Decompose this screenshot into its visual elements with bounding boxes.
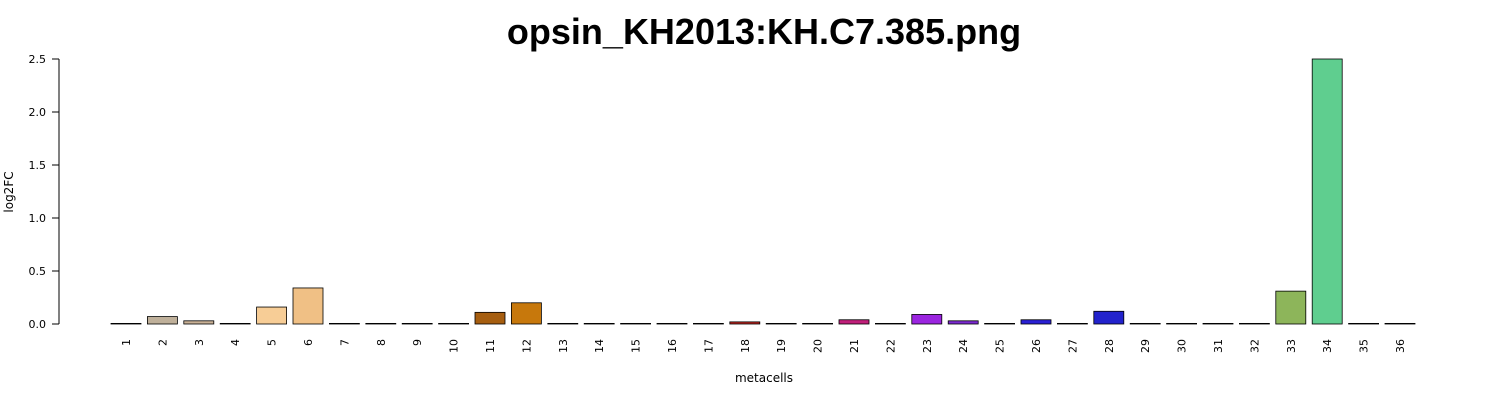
y-axis: 0.0 0.5 1.0 1.5 2.0 2.5: [29, 53, 60, 331]
bar-metacell-18: [729, 321, 761, 325]
bar-metacell-4: [219, 322, 251, 325]
y-tick-label: 1.5: [29, 159, 47, 172]
bar-metacell-10: [438, 322, 470, 325]
y-tick-label: 2.0: [29, 106, 47, 119]
bar-metacell-16: [656, 322, 688, 325]
x-tick-label: 28: [1103, 339, 1116, 353]
x-tick-label: 5: [266, 339, 279, 346]
x-tick-label: 14: [593, 339, 606, 353]
bar-metacell-17: [693, 322, 724, 325]
x-tick-label: 1: [120, 339, 133, 346]
bar-metacell-34: [1311, 58, 1343, 325]
x-tick-label: 36: [1394, 339, 1407, 353]
bar-metacell-11: [474, 311, 506, 325]
bar-metacell-7: [328, 322, 360, 325]
y-tick-label: 1.0: [29, 212, 47, 225]
bar-metacell-35: [1348, 322, 1379, 325]
x-tick-label: 18: [739, 339, 752, 353]
x-tick-label: 30: [1176, 339, 1189, 353]
y-tick-label: 0.5: [29, 265, 47, 278]
x-tick-label: 7: [338, 339, 351, 346]
bar-metacell-27: [1057, 322, 1088, 325]
bar-metacell-1: [110, 322, 142, 325]
bar-metacell-30: [1166, 322, 1197, 325]
x-tick-label: 33: [1285, 339, 1298, 353]
x-axis-label: metacells: [735, 371, 793, 385]
x-tick-label: 3: [193, 339, 206, 346]
bar-metacell-2: [146, 316, 178, 325]
bar-metacell-23: [911, 314, 943, 325]
bar-metacell-33: [1275, 290, 1307, 325]
bar-metacell-19: [765, 322, 797, 325]
y-tick-label: 0.0: [29, 318, 47, 331]
x-tick-label: 32: [1248, 339, 1261, 353]
x-tick-label: 27: [1066, 339, 1079, 353]
x-tick-label: 31: [1212, 339, 1225, 353]
bar-metacell-29: [1129, 322, 1161, 325]
bar-metacell-26: [1020, 319, 1052, 325]
x-tick-label: 16: [666, 339, 679, 353]
x-tick-label: 15: [630, 339, 643, 353]
x-tick-label: 22: [884, 339, 897, 353]
bar-metacell-22: [875, 322, 906, 325]
bar-metacell-14: [583, 322, 615, 325]
bar-metacell-8: [365, 322, 397, 325]
bars-group: [110, 58, 1416, 325]
bar-metacell-6: [292, 287, 324, 325]
chart-title: opsin_KH2013:KH.C7.385.png: [507, 11, 1021, 52]
bar-metacell-13: [547, 322, 579, 325]
y-axis-label: log2FC: [2, 171, 16, 212]
x-tick-label: 2: [156, 339, 169, 346]
bar-metacell-20: [802, 322, 833, 325]
bar-metacell-28: [1093, 310, 1125, 325]
x-tick-label: 17: [702, 339, 715, 353]
bar-metacell-36: [1384, 322, 1416, 325]
x-tick-label: 19: [775, 339, 788, 353]
x-tick-label: 9: [411, 339, 424, 346]
x-tick-labels: 1 2 3 4 5 6 7 8 9 10 11 12 13 14 15 16 17 18 19 20 21 22 23 24 2…: [120, 339, 1407, 353]
x-tick-label: 12: [520, 339, 533, 353]
bar-metacell-31: [1202, 322, 1234, 325]
bar-metacell-3: [183, 320, 215, 325]
x-tick-label: 8: [375, 339, 388, 346]
x-tick-label: 35: [1358, 339, 1371, 353]
x-tick-label: 29: [1139, 339, 1152, 353]
y-tick-label: 2.5: [29, 53, 47, 66]
x-tick-label: 6: [302, 339, 315, 346]
x-tick-label: 34: [1321, 339, 1334, 353]
x-tick-label: 20: [812, 339, 825, 353]
bar-metacell-25: [984, 322, 1015, 325]
bar-metacell-9: [401, 322, 433, 325]
x-tick-label: 4: [229, 339, 242, 346]
bar-metacell-32: [1239, 322, 1270, 325]
x-tick-label: 25: [994, 339, 1007, 353]
x-tick-label: 24: [957, 339, 970, 353]
x-tick-label: 26: [1030, 339, 1043, 353]
x-tick-label: 11: [484, 339, 497, 353]
x-tick-label: 21: [848, 339, 861, 353]
bar-metacell-15: [620, 322, 651, 325]
x-tick-label: 13: [557, 339, 570, 353]
bar-metacell-5: [256, 306, 288, 325]
x-tick-label: 23: [921, 339, 934, 353]
bar-metacell-12: [510, 302, 542, 325]
bar-metacell-24: [947, 320, 979, 325]
bar-metacell-21: [838, 319, 870, 325]
x-tick-label: 10: [448, 339, 461, 353]
